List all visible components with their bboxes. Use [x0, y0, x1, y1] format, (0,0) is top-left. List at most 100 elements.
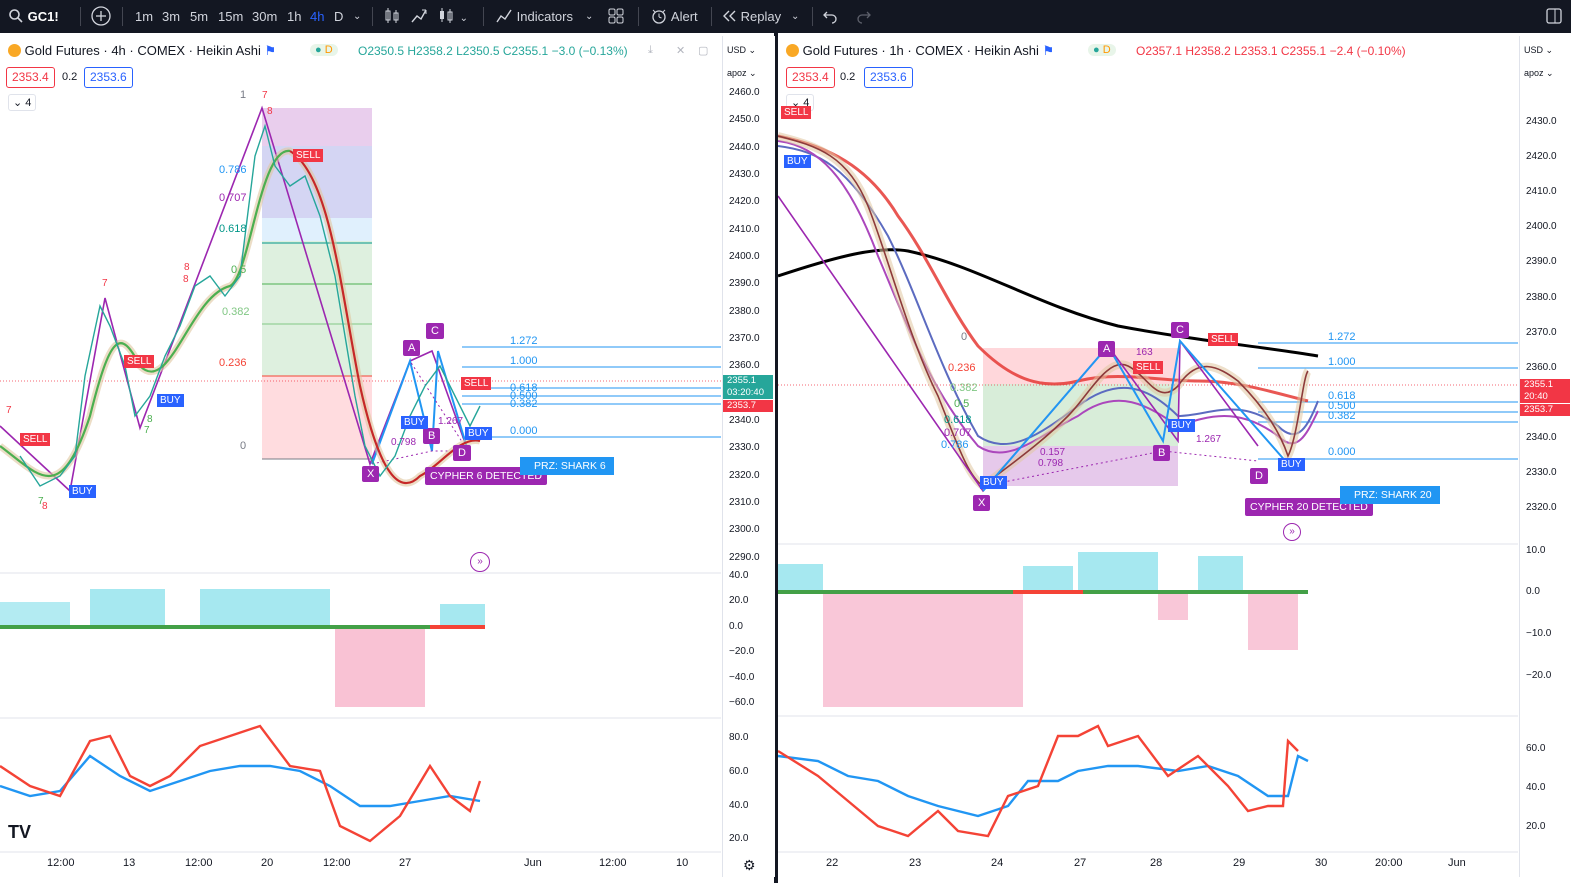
fib-label: 0	[240, 440, 247, 452]
ohlc-close: C2355.1	[1280, 44, 1327, 58]
chart-type-button[interactable]: ⌄	[436, 0, 468, 33]
left-chart-legend[interactable]: Gold Futures · 4h · COMEX · Heikin Ashi …	[8, 43, 276, 59]
indicators-collapse-button[interactable]: ⌄ 4	[8, 94, 37, 111]
replay-icon	[723, 10, 736, 22]
rsi-tick: 80.0	[729, 732, 749, 743]
buy-price-box[interactable]: 2353.6	[864, 67, 913, 88]
time-label: 10	[676, 857, 689, 869]
right-chart-canvas[interactable]	[778, 36, 1518, 877]
close-icon[interactable]: ✕	[676, 45, 686, 57]
pattern-point-b: B	[1153, 445, 1171, 461]
osc-tick: −60.0	[729, 697, 755, 708]
maximize-icon[interactable]: ▢	[698, 45, 709, 57]
count-label: 7	[38, 496, 44, 507]
add-symbol-button[interactable]	[90, 0, 112, 33]
interval-1m[interactable]: 1m	[135, 9, 154, 24]
currency-button[interactable]: USD ⌄	[1524, 45, 1553, 56]
right-price-axis[interactable]: USD ⌄ apoz ⌄ 2430.0 2420.0 2410.0 2400.0…	[1519, 36, 1571, 877]
scale-mode-button[interactable]: apoz ⌄	[1524, 68, 1554, 79]
indicator-templates-button[interactable]	[607, 0, 625, 33]
download-icon[interactable]: ⤓	[648, 44, 653, 56]
ohlc-high: H2358.2	[407, 44, 453, 58]
fullscreen-button[interactable]	[1545, 0, 1563, 33]
replay-button[interactable]: Replay	[721, 0, 781, 33]
price-tick: 2370.0	[1526, 327, 1557, 338]
pattern-point-d: D	[1250, 468, 1268, 484]
rsi-tick: 20.0	[1526, 821, 1546, 832]
price-tick: 2440.0	[729, 142, 760, 153]
alert-button[interactable]: Alert	[650, 0, 698, 33]
time-label: 24	[991, 857, 1004, 869]
pattern-ratio: 0.157	[1040, 447, 1066, 458]
count-label: 7	[144, 425, 150, 436]
redo-button[interactable]	[856, 0, 872, 33]
price-tick: 2390.0	[729, 278, 760, 289]
interval-dropdown[interactable]: ⌄	[353, 0, 361, 33]
prz-fib-label: 0.500	[510, 390, 538, 402]
osc-tick: −20.0	[1526, 670, 1552, 681]
ohlc-readout: O2357.1 H2358.2 L2353.1 C2355.1 −2.4 (−0…	[1136, 44, 1406, 58]
market-status-badge[interactable]: ● D	[1088, 44, 1116, 56]
osc-tick: 20.0	[729, 595, 749, 606]
fib-label: 0.382	[222, 306, 250, 318]
pattern-ratio: 0.798	[391, 437, 417, 448]
settings-icon[interactable]: ⚙	[743, 857, 756, 873]
prz-fib-label: 0.000	[1328, 446, 1356, 458]
interval-d[interactable]: D	[334, 9, 344, 24]
fib-label: 1	[240, 89, 247, 101]
time-label: 12:00	[47, 857, 75, 869]
sell-price-box[interactable]: 2353.4	[786, 67, 835, 88]
bar-style-button[interactable]	[382, 0, 402, 33]
market-status-badge[interactable]: ● D	[310, 44, 338, 56]
left-price-axis[interactable]: USD ⌄ apoz ⌄ 2460.0 2450.0 2440.0 2430.0…	[722, 36, 775, 877]
time-label: 28	[1150, 857, 1163, 869]
price-tick: 2330.0	[1526, 467, 1557, 478]
chevron-down-icon: ⌄	[791, 11, 800, 22]
fullscreen-icon	[1546, 8, 1562, 24]
sell-signal: SELL	[20, 433, 51, 446]
count-label: 8	[184, 262, 190, 273]
interval-5m[interactable]: 5m	[190, 9, 209, 24]
pattern-detected-label[interactable]: CYPHER 6 DETECTED	[425, 467, 548, 485]
indicators-button[interactable]: Indicators	[495, 0, 573, 33]
currency-button[interactable]: USD ⌄	[727, 45, 756, 56]
buy-price-box[interactable]: 2353.6	[84, 67, 133, 88]
ohlc-open: O2357.1	[1136, 44, 1183, 58]
bar-style-icon	[385, 8, 399, 23]
buy-signal: BUY	[784, 155, 811, 168]
scale-mode-button[interactable]: apoz ⌄	[727, 68, 757, 79]
prz-label[interactable]: PRZ: SHARK 6	[520, 457, 614, 475]
tradingview-logo[interactable]: TV	[8, 822, 32, 842]
buy-signal: BUY	[1278, 458, 1305, 471]
ema-red-line	[289, 150, 481, 485]
left-chart-pane[interactable]: Gold Futures · 4h · COMEX · Heikin Ashi …	[0, 36, 721, 877]
layout-divider[interactable]	[774, 33, 778, 883]
interval-15m[interactable]: 15m	[218, 9, 244, 24]
replay-dropdown[interactable]: ⌄	[791, 0, 799, 33]
prz-label[interactable]: PRZ: SHARK 20	[1340, 486, 1440, 504]
osc-tick: 0.0	[1526, 586, 1540, 597]
interval-4h[interactable]: 4h	[310, 9, 325, 24]
buy-signal: BUY	[401, 416, 428, 429]
fib-label: 0.5	[231, 264, 247, 276]
right-chart-legend[interactable]: Gold Futures · 1h · COMEX · Heikin Ashi …	[786, 43, 1054, 59]
prz-fib-label: 0.618	[510, 382, 538, 394]
undo-button[interactable]	[822, 0, 838, 33]
price-tick: 2460.0	[729, 87, 760, 98]
interval-3m[interactable]: 3m	[162, 9, 181, 24]
pattern-icon[interactable]: »	[470, 552, 490, 572]
interval-1h[interactable]: 1h	[287, 9, 302, 24]
scale-mode-label: apoz	[727, 68, 747, 78]
symbol-search[interactable]: GC1!	[8, 0, 59, 33]
redo-icon	[857, 11, 871, 24]
sell-price-box[interactable]: 2353.4	[6, 67, 55, 88]
pattern-icon[interactable]: »	[1283, 523, 1301, 541]
interval-30m[interactable]: 30m	[252, 9, 278, 24]
flag-icon[interactable]: ⚑	[1042, 43, 1055, 58]
indicators-dropdown[interactable]: ⌄	[585, 0, 593, 33]
flag-icon[interactable]: ⚑	[264, 43, 277, 58]
right-chart-pane[interactable]: Gold Futures · 1h · COMEX · Heikin Ashi …	[778, 36, 1518, 877]
pattern-point-c: C	[1171, 322, 1189, 338]
top-toolbar: GC1! 1m 3m 5m 15m 30m 1h 4h D ⌄ ⌄ Indica…	[0, 0, 1571, 33]
compare-button[interactable]	[409, 0, 429, 33]
